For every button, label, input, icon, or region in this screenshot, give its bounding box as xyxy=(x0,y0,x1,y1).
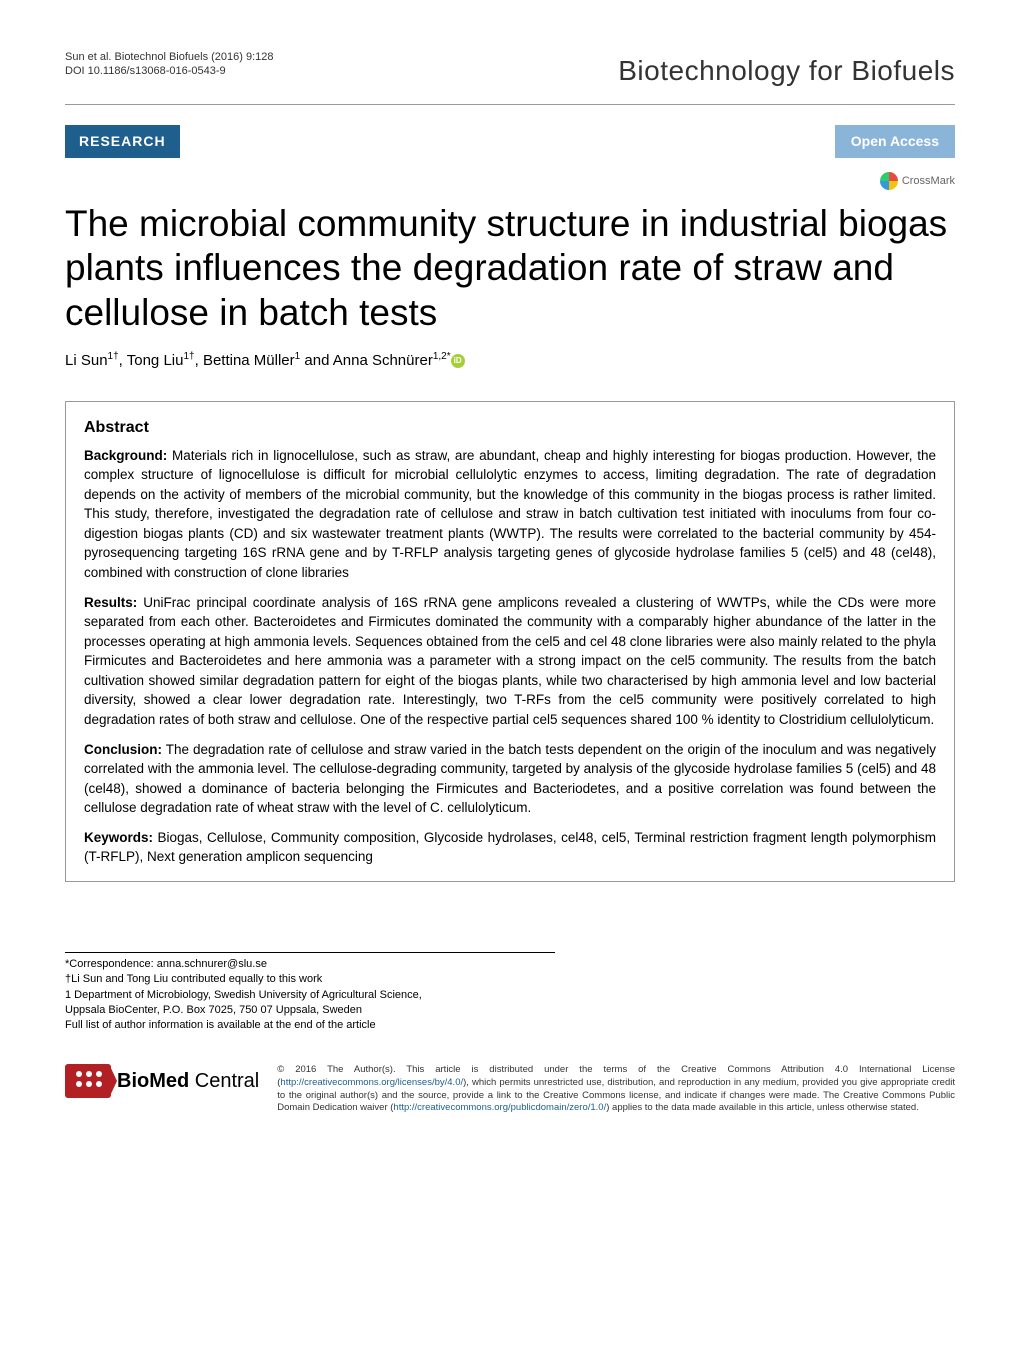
crossmark-icon xyxy=(880,172,898,190)
author-4-affil: 1,2* xyxy=(433,351,451,362)
abstract-conclusion: Conclusion: The degradation rate of cell… xyxy=(84,740,936,818)
biomed-central-logo[interactable]: BioMed Central xyxy=(65,1064,259,1098)
author-1: Li Sun xyxy=(65,352,108,369)
author-1-affil: 1† xyxy=(108,351,119,362)
orcid-icon[interactable] xyxy=(451,354,465,368)
abstract-heading: Abstract xyxy=(84,416,936,440)
results-label: Results: xyxy=(84,595,137,610)
and-connector: and xyxy=(300,352,333,369)
license-link-2[interactable]: http://creativecommons.org/publicdomain/… xyxy=(393,1102,606,1113)
results-text: UniFrac principal coordinate analysis of… xyxy=(84,595,936,727)
article-title: The microbial community structure in ind… xyxy=(65,202,955,335)
citation-line-1: Sun et al. Biotechnol Biofuels (2016) 9:… xyxy=(65,50,274,64)
keywords-label: Keywords: xyxy=(84,830,153,845)
license-link-1[interactable]: http://creativecommons.org/licenses/by/4… xyxy=(280,1077,463,1088)
author-2-affil: 1† xyxy=(183,351,194,362)
background-label: Background: xyxy=(84,448,167,463)
department-note: 1 Department of Microbiology, Swedish Un… xyxy=(65,988,555,1003)
author-list: Li Sun1†, Tong Liu1†, Bettina Müller1 an… xyxy=(65,349,955,373)
license-text: © 2016 The Author(s). This article is di… xyxy=(277,1064,955,1115)
crossmark-container: CrossMark xyxy=(65,172,955,196)
header-citation: Sun et al. Biotechnol Biofuels (2016) 9:… xyxy=(65,50,274,79)
bmc-bracket-icon xyxy=(65,1064,111,1098)
open-access-badge: Open Access xyxy=(835,125,955,158)
header-row: Sun et al. Biotechnol Biofuels (2016) 9:… xyxy=(65,50,955,105)
full-list-note: Full list of author information is avail… xyxy=(65,1018,555,1033)
correspondence-note: *Correspondence: anna.schnurer@slu.se xyxy=(65,957,555,972)
address-note: Uppsala BioCenter, P.O. Box 7025, 750 07… xyxy=(65,1003,555,1018)
sep-2: , xyxy=(195,352,203,369)
label-row: RESEARCH Open Access xyxy=(65,125,955,158)
bmc-text: BioMed Central xyxy=(117,1066,259,1096)
conclusion-text: The degradation rate of cellulose and st… xyxy=(84,742,936,816)
citation-line-2: DOI 10.1186/s13068-016-0543-9 xyxy=(65,64,274,78)
research-badge: RESEARCH xyxy=(65,125,180,158)
author-4: Anna Schnürer xyxy=(333,352,433,369)
crossmark-link[interactable]: CrossMark xyxy=(880,172,955,190)
conclusion-label: Conclusion: xyxy=(84,742,162,757)
abstract-background: Background: Materials rich in lignocellu… xyxy=(84,446,936,583)
keywords-text: Biogas, Cellulose, Community composition… xyxy=(84,830,936,865)
license-suffix: ) applies to the data made available in … xyxy=(606,1102,919,1113)
bmc-rest: Central xyxy=(189,1070,259,1092)
abstract-box: Abstract Background: Materials rich in l… xyxy=(65,401,955,882)
crossmark-label: CrossMark xyxy=(902,173,955,190)
abstract-keywords: Keywords: Biogas, Cellulose, Community c… xyxy=(84,828,936,867)
author-2: Tong Liu xyxy=(127,352,184,369)
background-text: Materials rich in lignocellulose, such a… xyxy=(84,448,936,580)
page-container: Sun et al. Biotechnol Biofuels (2016) 9:… xyxy=(0,0,1020,1155)
footer-row: BioMed Central © 2016 The Author(s). Thi… xyxy=(65,1064,955,1115)
author-3: Bettina Müller xyxy=(203,352,295,369)
journal-name: Biotechnology for Biofuels xyxy=(618,50,955,92)
sep-1: , xyxy=(119,352,127,369)
footnotes: *Correspondence: anna.schnurer@slu.se †L… xyxy=(65,952,555,1034)
equal-contribution-note: †Li Sun and Tong Liu contributed equally… xyxy=(65,972,555,987)
abstract-results: Results: UniFrac principal coordinate an… xyxy=(84,593,936,730)
bmc-bold: BioMed xyxy=(117,1070,189,1092)
